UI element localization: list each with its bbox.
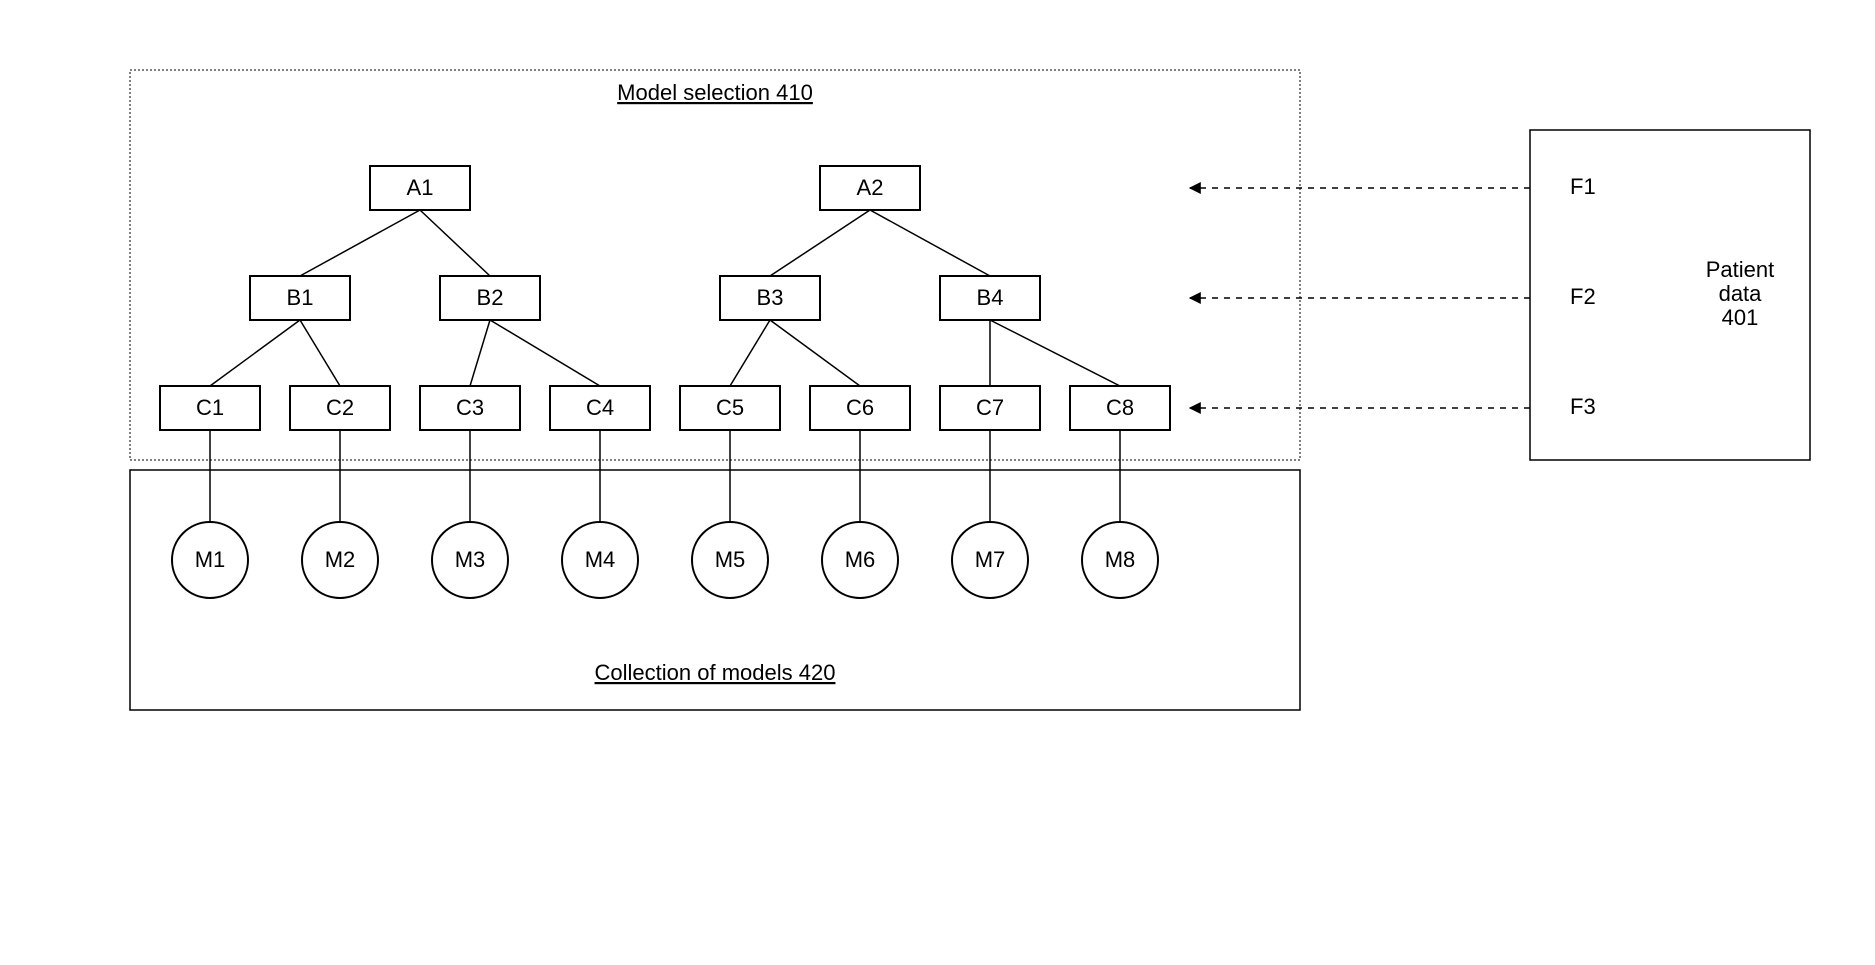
tree-node-b1: B1 xyxy=(250,276,350,320)
model-node-m2: M2 xyxy=(302,522,378,598)
diagram-canvas: Model selection 410 Collection of models … xyxy=(0,0,1875,965)
tree-node-c6: C6 xyxy=(810,386,910,430)
tree-edge xyxy=(490,320,600,386)
tree-node-b3: B3 xyxy=(720,276,820,320)
model-selection-title: Model selection 410 xyxy=(617,80,813,105)
model-node-label: M6 xyxy=(845,547,876,572)
tree-node-label: C3 xyxy=(456,395,484,420)
tree-node-label: A1 xyxy=(407,175,434,200)
tree-node-label: C8 xyxy=(1106,395,1134,420)
feature-label-f1: F1 xyxy=(1570,174,1596,199)
feature-label-f2: F2 xyxy=(1570,284,1596,309)
model-node-label: M5 xyxy=(715,547,746,572)
feature-label-f3: F3 xyxy=(1570,394,1596,419)
tree-node-c1: C1 xyxy=(160,386,260,430)
tree-node-label: B4 xyxy=(977,285,1004,310)
tree-node-label: C1 xyxy=(196,395,224,420)
model-node-label: M7 xyxy=(975,547,1006,572)
tree-node-label: C5 xyxy=(716,395,744,420)
tree-node-label: C7 xyxy=(976,395,1004,420)
tree-node-a2: A2 xyxy=(820,166,920,210)
model-node-label: M1 xyxy=(195,547,226,572)
tree-node-c2: C2 xyxy=(290,386,390,430)
model-node-m1: M1 xyxy=(172,522,248,598)
patient-data-label: 401 xyxy=(1722,305,1759,330)
tree-node-a1: A1 xyxy=(370,166,470,210)
tree-node-b2: B2 xyxy=(440,276,540,320)
tree-edge xyxy=(300,210,420,276)
model-node-m6: M6 xyxy=(822,522,898,598)
tree-edge xyxy=(470,320,490,386)
tree-edge xyxy=(730,320,770,386)
model-node-m5: M5 xyxy=(692,522,768,598)
model-node-label: M4 xyxy=(585,547,616,572)
tree-node-c3: C3 xyxy=(420,386,520,430)
tree-node-c4: C4 xyxy=(550,386,650,430)
model-node-label: M2 xyxy=(325,547,356,572)
patient-data-label: data xyxy=(1719,281,1763,306)
tree-node-label: C2 xyxy=(326,395,354,420)
tree-node-b4: B4 xyxy=(940,276,1040,320)
tree-edge xyxy=(770,210,870,276)
model-node-m3: M3 xyxy=(432,522,508,598)
model-node-m8: M8 xyxy=(1082,522,1158,598)
collection-title: Collection of models 420 xyxy=(595,660,836,685)
tree-edge xyxy=(420,210,490,276)
tree-node-c7: C7 xyxy=(940,386,1040,430)
tree-node-c8: C8 xyxy=(1070,386,1170,430)
model-node-m7: M7 xyxy=(952,522,1028,598)
model-node-m4: M4 xyxy=(562,522,638,598)
tree-node-label: B1 xyxy=(287,285,314,310)
patient-data-label: Patient xyxy=(1706,257,1775,282)
tree-edge xyxy=(990,320,1120,386)
tree-node-label: C6 xyxy=(846,395,874,420)
tree-node-c5: C5 xyxy=(680,386,780,430)
tree-edge xyxy=(770,320,860,386)
tree-node-label: C4 xyxy=(586,395,614,420)
tree-edge xyxy=(870,210,990,276)
tree-node-label: B3 xyxy=(757,285,784,310)
model-node-label: M3 xyxy=(455,547,486,572)
tree-node-label: B2 xyxy=(477,285,504,310)
tree-edge xyxy=(210,320,300,386)
tree-edge xyxy=(300,320,340,386)
tree-node-label: A2 xyxy=(857,175,884,200)
model-node-label: M8 xyxy=(1105,547,1136,572)
